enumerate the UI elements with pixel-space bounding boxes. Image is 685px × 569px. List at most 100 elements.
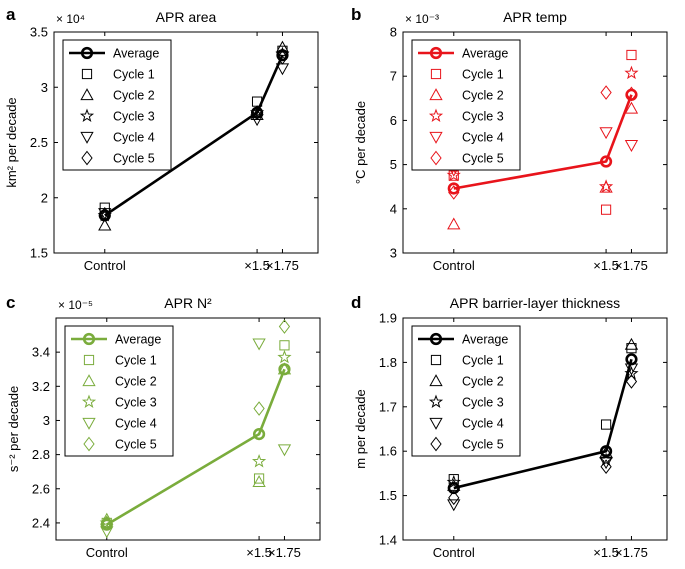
legend-marker (430, 150, 442, 166)
data-point (252, 428, 266, 441)
y-tick-label: 3.4 (32, 345, 50, 360)
data-point (626, 49, 637, 61)
data-point (448, 490, 460, 506)
legend-label: Cycle 2 (462, 375, 504, 389)
legend-marker (82, 374, 96, 387)
legend-marker (82, 332, 96, 346)
data-point (624, 101, 639, 114)
series-cycle-1 (448, 49, 637, 215)
x-tick-label: Control (433, 258, 475, 273)
chart-title: APR barrier-layer thickness (450, 295, 620, 311)
data-point (448, 170, 459, 181)
y-tick-label: 2 (41, 190, 48, 205)
data-point (599, 445, 613, 458)
legend-label: Cycle 2 (115, 375, 157, 389)
y-tick-label: 7 (390, 69, 397, 84)
data-point (253, 473, 265, 484)
average-line (453, 358, 633, 490)
y-tick-label: 3 (390, 246, 397, 261)
legend: Average Cycle 1 Cycle 2 Cycle 3 Cycle 4 Cycle… (411, 39, 521, 171)
data-point (624, 65, 639, 80)
data-point (98, 218, 112, 231)
legend-marker (81, 394, 97, 409)
data-point (99, 515, 114, 529)
legend-marker (80, 46, 94, 60)
axis-multiplier: × 10⁴ (56, 12, 85, 26)
legend-marker (430, 68, 442, 80)
y-tick-label: 5 (390, 157, 397, 172)
y-tick-label: 3 (41, 80, 48, 95)
y-tick-label: 2.4 (32, 515, 50, 530)
y-tick-label: 2.8 (32, 447, 50, 462)
data-point (252, 338, 266, 351)
data-point (251, 105, 263, 120)
data-point (600, 204, 612, 215)
x-tick-label: ×1.5 (244, 258, 270, 273)
x-tick-label: Control (433, 545, 475, 560)
legend-marker (429, 88, 443, 101)
y-tick-label: 2.6 (32, 481, 50, 496)
data-point (624, 337, 639, 350)
legend: Average Cycle 1 Cycle 2 Cycle 3 Cycle 4 Cycle… (62, 39, 172, 171)
data-point (100, 526, 114, 539)
legend-marker (429, 374, 443, 387)
data-point (599, 127, 613, 140)
data-point (253, 401, 265, 416)
data-point (275, 40, 290, 53)
series-cycle-5 (101, 319, 291, 531)
legend-label: Cycle 2 (113, 89, 155, 103)
axes-box (55, 317, 321, 541)
data-point (277, 349, 292, 364)
y-tick-label: 8 (390, 25, 397, 40)
y-tick-label: 1.6 (379, 444, 397, 459)
panel-d: d 1.4 1.5 1.6 1.7 1.8 1.9 Control ×1.5×1.75 APR b… (351, 293, 668, 560)
y-tick-label: 2.5 (30, 135, 48, 150)
data-point (600, 459, 612, 475)
legend-label: Cycle 4 (115, 417, 157, 431)
data-point (250, 114, 264, 127)
series-cycle-4 (447, 363, 639, 512)
data-point (599, 180, 613, 193)
data-point (600, 85, 612, 100)
x-tick-label: ×1.75 (615, 545, 648, 560)
axis-multiplier: × 10⁻³ (405, 12, 439, 26)
data-point (624, 366, 639, 380)
data-point (448, 185, 460, 200)
y-tick-label: 3.5 (30, 25, 48, 40)
data-point (624, 140, 639, 152)
legend-marker (430, 354, 442, 366)
data-point (275, 46, 290, 61)
series-cycle-4 (100, 338, 292, 539)
legend: Average Cycle 1 Cycle 2 Cycle 3 Cycle 4 Cycle… (411, 325, 521, 457)
data-point (599, 457, 613, 470)
x-tick-label: Control (84, 258, 126, 273)
legend-marker (80, 88, 94, 101)
legend-label: Average (113, 47, 159, 61)
panel-b: b 3 4 5 6 7 8 Control ×1.5×1.75 APR temp × 10⁻³ °C … (351, 5, 668, 273)
data-point (446, 474, 461, 489)
data-point (100, 512, 114, 525)
y-tick-label: 1.8 (379, 355, 397, 370)
chart-title: APR temp (503, 9, 567, 25)
legend-label: Cycle 4 (462, 131, 504, 145)
legend-label: Cycle 1 (462, 354, 504, 368)
legend-marker (82, 417, 96, 430)
data-point (447, 182, 460, 195)
legend-box (64, 325, 174, 457)
legend-box (411, 325, 521, 457)
legend-label: Cycle 5 (462, 152, 504, 166)
legend-label: Cycle 1 (462, 68, 504, 82)
legend-label: Cycle 3 (113, 110, 155, 124)
data-point (447, 499, 461, 512)
y-tick-label: 3 (43, 413, 50, 428)
x-tick-label: ×1.5 (593, 258, 619, 273)
axes-box (402, 31, 668, 254)
average-line (104, 54, 284, 217)
legend-marker (429, 131, 443, 144)
data-point (252, 475, 266, 488)
data-point (448, 474, 459, 485)
legend-marker (81, 150, 93, 166)
axis-multiplier: × 10⁻⁵ (58, 298, 93, 312)
data-point (99, 207, 111, 222)
axes-box (402, 317, 668, 541)
